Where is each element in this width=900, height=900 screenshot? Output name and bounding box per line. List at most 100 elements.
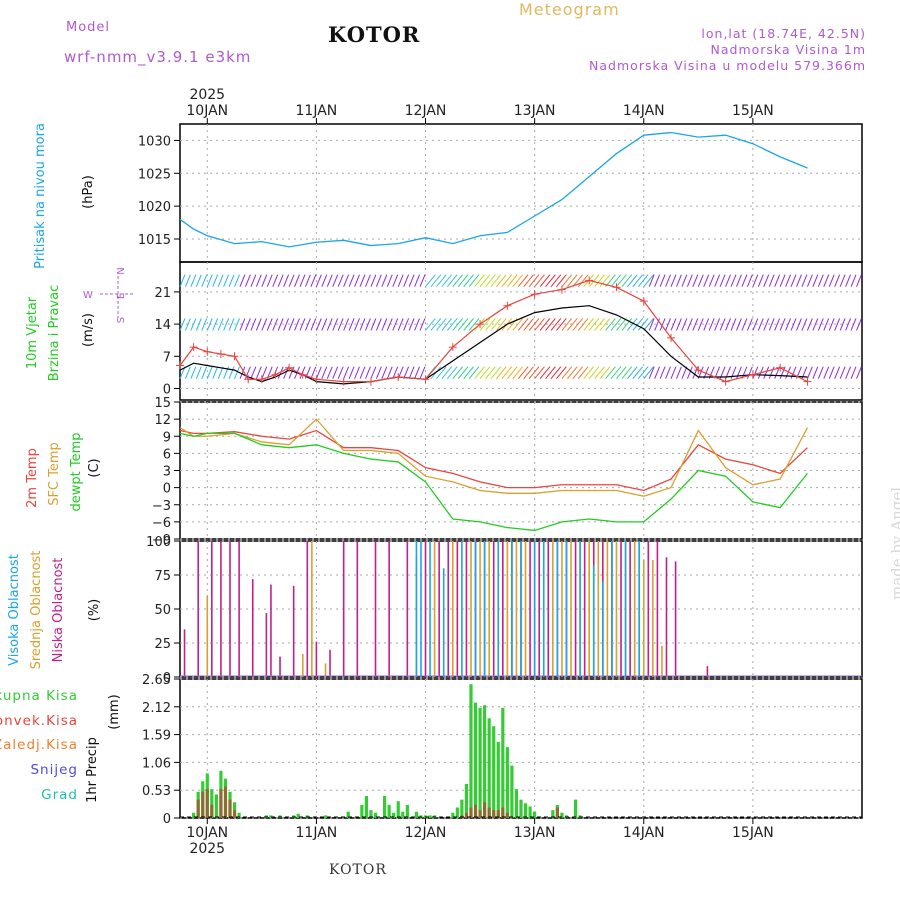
wind-barb-1-1380	[806, 318, 813, 331]
wind-barb-0-912	[594, 366, 605, 380]
wind-barb-2-552	[430, 274, 442, 288]
wind-barb-1-552	[430, 318, 442, 331]
wind-barb-1-864	[572, 318, 584, 331]
wind-barb-1-504	[408, 318, 415, 331]
wind-barb-1-564	[436, 318, 447, 331]
wind-barb-2-648	[474, 274, 485, 288]
wind-barb-0-720	[506, 366, 518, 380]
clouds-ytick-label-1: 25	[154, 637, 171, 652]
wind-barb-2-588	[446, 274, 458, 288]
wind-barb-2-804	[545, 274, 556, 288]
wind-gust-point	[244, 375, 253, 384]
cloud-unit: (%)	[87, 599, 102, 622]
wind-barb-1-1080	[670, 318, 677, 331]
wind-barb-0-828	[556, 366, 567, 380]
wind-barb-1-888	[583, 318, 594, 331]
wind-barb-0-240	[288, 366, 295, 379]
wind-barb-1-0	[179, 318, 186, 331]
precip-bar-total	[346, 811, 350, 818]
model-elevation-label: Nadmorska Visina u modelu 579.366m	[589, 58, 866, 73]
wind-barb-0-1464	[845, 366, 851, 379]
wind-gust-point	[394, 373, 403, 381]
precip-bar-convective	[464, 812, 469, 818]
wind-barb-2-1320	[779, 274, 786, 287]
wind-barb-2-1428	[828, 274, 835, 287]
wind-barb-2-732	[512, 274, 524, 288]
wind-barb-1-1476	[850, 318, 857, 331]
precip-bar-total	[501, 707, 505, 818]
wind-gust-point	[503, 301, 512, 310]
wind-barb-2-1140	[697, 274, 704, 287]
wind-barb-0-708	[501, 366, 513, 380]
time-label-top-2: 12JAN	[405, 103, 447, 119]
wind-barb-1-1284	[763, 318, 770, 331]
precip-bar-total	[428, 815, 432, 818]
wind-barb-0-456	[386, 366, 393, 379]
precip-ylabel: 1hr Precip	[85, 737, 100, 803]
wind-barb-2-120	[234, 274, 240, 287]
wind-frame	[179, 261, 863, 401]
wind-barb-2-1032	[648, 274, 655, 287]
wind-barb-2-1056	[659, 274, 666, 287]
temp-unit: (C)	[87, 458, 102, 477]
wind-barb-2-48	[201, 274, 208, 287]
wind-barb-1-1344	[790, 318, 797, 331]
wind-barb-0-768	[528, 366, 540, 380]
wind-barb-0-696	[496, 366, 507, 380]
wind-barb-1-240	[288, 318, 295, 331]
cloud-ylabel-low: Niska Oblacnost	[51, 558, 66, 663]
wind-barb-1-1464	[845, 318, 851, 331]
wind-barb-1-1440	[834, 318, 841, 331]
wind-barb-2-396	[359, 274, 366, 287]
wind-barb-0-660	[479, 366, 491, 380]
wind-barb-0-1104	[681, 366, 688, 379]
time-label-bottom-5: 15JAN	[732, 825, 774, 841]
wind-barb-0-1392	[812, 366, 819, 379]
wind-barb-1-900	[588, 318, 600, 331]
wind-barb-2-744	[517, 274, 529, 288]
wind-barb-1-480	[397, 318, 404, 331]
wind-barb-2-948	[610, 274, 622, 288]
wind-barb-2-600	[452, 274, 463, 288]
wind-barb-1-624	[463, 318, 474, 331]
wind-barb-0-84	[217, 366, 224, 379]
wind-barb-1-684	[490, 318, 502, 331]
precip-bar-total	[528, 806, 532, 818]
precip-legend-4: Grad	[41, 787, 78, 803]
wind-gust-point	[748, 370, 757, 379]
precip-bar-convective	[473, 804, 478, 818]
wind-barb-2-360	[343, 274, 350, 287]
wind-barb-2-132	[239, 274, 246, 287]
precip-legend-2: Zaledj.Kisa	[0, 737, 78, 753]
wind-barb-1-840	[561, 318, 573, 331]
wind-barb-1-1092	[676, 318, 682, 331]
wind-barb-1-924	[599, 318, 611, 331]
cloud-ylabel-high: Visoka Oblacnost	[7, 554, 22, 666]
wind-barb-2-228	[283, 274, 290, 287]
time-label-top-4: 14JAN	[623, 103, 665, 119]
wind-barb-0-1248	[746, 366, 753, 379]
wind-barb-1-852	[566, 318, 578, 331]
wind-barb-0-1044	[654, 366, 661, 379]
wind-barb-0-384	[354, 366, 360, 379]
precip-bar-total	[533, 811, 537, 818]
wind-barb-2-1272	[757, 274, 764, 287]
wind-gust-point	[612, 283, 621, 292]
wind-barb-2-240	[288, 274, 295, 287]
wind-barb-0-24	[190, 366, 197, 379]
wind-barb-1-1416	[823, 318, 830, 331]
station-title: KOTOR	[328, 22, 421, 47]
precip-bar-convective	[501, 807, 505, 818]
wind-barb-0-288	[310, 366, 317, 379]
wind-barb-2-1380	[806, 274, 813, 287]
wind-barb-0-780	[534, 366, 545, 380]
wind-barb-0-1428	[828, 366, 835, 379]
precipitation-ytick-label-5: 2.65	[142, 673, 171, 688]
wind-barb-2-1092	[676, 274, 682, 287]
pressure-unit: (hPa)	[81, 175, 96, 209]
wind-barb-1-528	[419, 318, 426, 331]
wind-barb-1-660	[479, 318, 491, 331]
wind-barb-1-636	[468, 318, 480, 331]
precip-legend-0: Ukupna Kisa	[0, 688, 78, 704]
precipitation-ytick-label-3: 1.59	[142, 729, 171, 744]
